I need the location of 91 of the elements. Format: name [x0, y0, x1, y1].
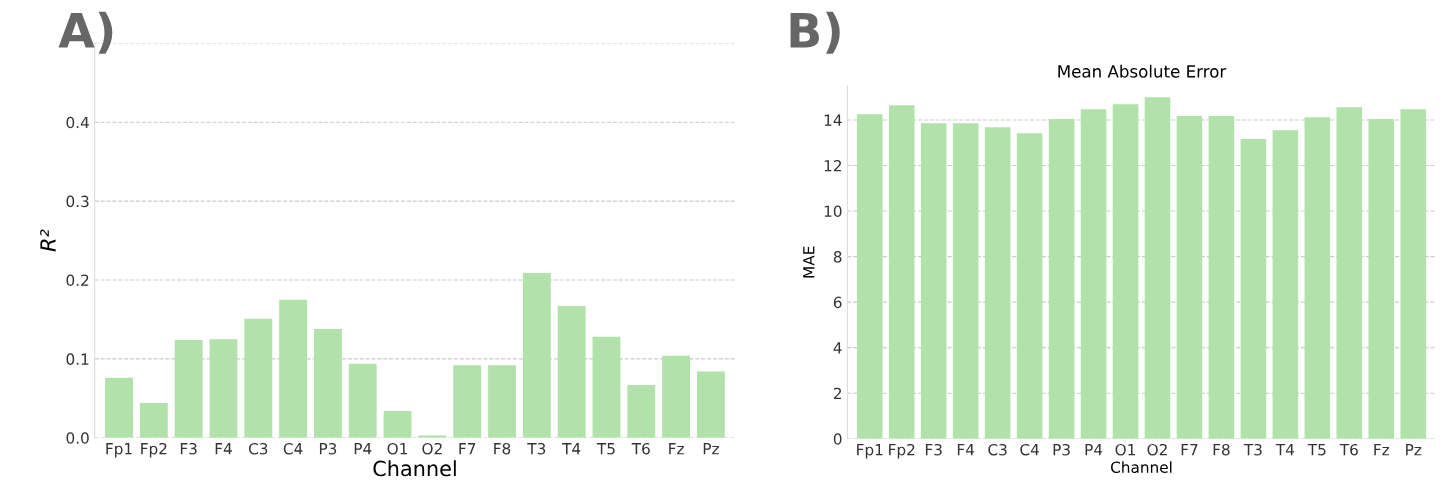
- bar: [856, 114, 883, 439]
- y-tick-label: 0.3: [66, 195, 89, 208]
- bar: [627, 384, 656, 438]
- x-tick-label: F7: [1181, 444, 1198, 456]
- x-tick-label: O1: [387, 442, 408, 455]
- y-tick-label: 10: [824, 205, 842, 218]
- bar: [1048, 119, 1075, 439]
- bar: [139, 403, 168, 438]
- bar: [244, 318, 273, 438]
- bar: [488, 365, 516, 438]
- bar: [1240, 139, 1267, 439]
- bar: [1144, 97, 1171, 439]
- x-tick-label: F4: [957, 444, 975, 456]
- bar: [1336, 107, 1363, 439]
- bar: [1400, 109, 1427, 439]
- bar: [1272, 130, 1299, 439]
- x-tick-label: C4: [1020, 443, 1039, 456]
- y-tick-label: 6: [833, 296, 842, 309]
- x-tick-label: Pz: [703, 443, 719, 455]
- x-tick-label: P3: [319, 442, 337, 455]
- bar: [920, 123, 947, 439]
- x-tick-label: Fp2: [141, 442, 167, 458]
- bar: [662, 355, 691, 438]
- x-tick-label: T4: [1275, 444, 1295, 456]
- x-tick-label: P4: [1085, 444, 1103, 456]
- bar: [209, 339, 238, 438]
- bar: [522, 272, 551, 438]
- x-tick-label: T6: [1339, 443, 1358, 456]
- x-tick-label: T3: [1243, 443, 1262, 456]
- bar: [557, 306, 586, 438]
- bar: [1112, 104, 1139, 439]
- x-tick-label: T3: [527, 442, 546, 455]
- x-tick-label: C3: [988, 443, 1007, 456]
- x-tick-label: Fz: [1374, 444, 1390, 456]
- y-axis-title: MAE: [803, 246, 815, 278]
- y-tick-label: 0: [833, 433, 842, 445]
- bar: [952, 123, 979, 439]
- x-tick-label: O1: [1115, 443, 1135, 456]
- x-tick-label: P3: [1053, 443, 1070, 456]
- y-tick-label: 0.2: [66, 274, 89, 287]
- x-tick-label: F7: [459, 443, 476, 455]
- bar: [279, 299, 308, 438]
- x-axis-title: Channel: [1111, 461, 1172, 474]
- x-tick-label: Fp1: [857, 444, 883, 459]
- bar: [174, 339, 203, 438]
- x-tick-label: Fz: [669, 443, 684, 455]
- bar: [1304, 117, 1331, 439]
- bar: [1208, 116, 1235, 439]
- x-tick-label: F3: [180, 442, 197, 455]
- y-tick-label: 2: [833, 387, 841, 400]
- x-axis-title: Channel: [373, 460, 456, 477]
- y-tick-label: 12: [824, 159, 841, 172]
- x-tick-label: O2: [422, 442, 442, 455]
- bar: [888, 105, 915, 439]
- x-tick-label: F4: [215, 443, 232, 455]
- x-tick-label: T6: [631, 442, 650, 455]
- x-tick-label: O2: [1147, 443, 1167, 456]
- x-tick-label: C4: [283, 442, 303, 455]
- x-tick-label: T4: [562, 443, 581, 455]
- y-axis-title: R²: [40, 229, 56, 252]
- bar: [453, 365, 482, 438]
- y-tick-label: 4: [833, 342, 842, 354]
- x-tick-label: Fp2: [889, 443, 915, 459]
- bar: [984, 127, 1011, 439]
- bar: [348, 363, 377, 438]
- bar: [1368, 119, 1395, 439]
- chart-title: Mean Absolute Error: [1058, 64, 1227, 78]
- bar: [105, 377, 133, 438]
- annotation: A): [58, 11, 113, 54]
- bar: [1176, 116, 1203, 439]
- x-tick-label: F8: [1213, 443, 1230, 456]
- x-tick-label: Fp1: [106, 443, 132, 458]
- y-tick-label: 0.1: [66, 353, 89, 365]
- y-tick-label: 0.4: [66, 116, 89, 129]
- x-tick-label: T5: [596, 443, 615, 455]
- y-tick-label: 8: [833, 251, 842, 263]
- y-tick-label: 0.0: [66, 432, 89, 444]
- x-tick-label: F8: [494, 442, 511, 455]
- x-tick-label: F3: [925, 443, 942, 456]
- x-tick-label: P4: [354, 443, 372, 455]
- x-tick-label: T5: [1307, 444, 1326, 456]
- x-tick-label: Pz: [1406, 444, 1422, 456]
- bar: [313, 328, 342, 438]
- bar: [696, 371, 725, 438]
- y-tick-label: 14: [824, 114, 842, 126]
- x-tick-label: C3: [248, 442, 268, 455]
- bar: [592, 336, 621, 438]
- bar: [1016, 133, 1043, 439]
- text: B): [790, 11, 840, 54]
- bar: [383, 410, 412, 438]
- bar: [1080, 109, 1107, 439]
